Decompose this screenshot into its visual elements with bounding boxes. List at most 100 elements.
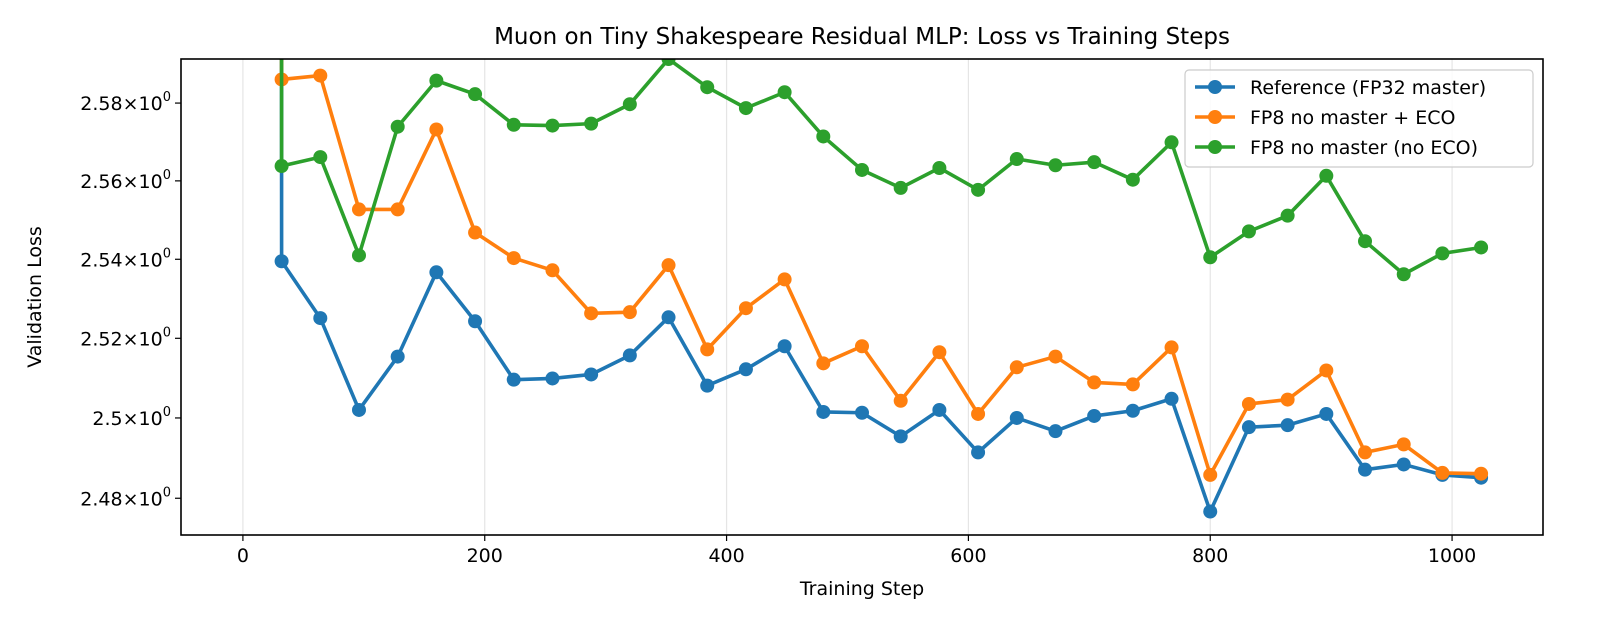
data-point — [932, 402, 947, 417]
data-point — [816, 404, 831, 419]
x-tick-label: 400 — [708, 545, 744, 567]
y-tick-times: × — [123, 171, 139, 193]
y-tick-base: 10 — [139, 488, 163, 510]
data-point — [1164, 135, 1179, 150]
data-point — [1319, 406, 1334, 421]
data-point — [351, 402, 366, 417]
x-axis-label: Training Step — [799, 578, 924, 600]
data-point — [1048, 424, 1063, 439]
data-point — [971, 445, 986, 460]
data-point — [777, 272, 792, 287]
data-point — [468, 87, 483, 102]
data-point — [1087, 375, 1102, 390]
data-point — [584, 306, 599, 321]
data-point — [855, 162, 869, 177]
y-tick-label: 2.5×100 — [92, 405, 171, 430]
data-point — [971, 182, 986, 197]
data-point — [313, 311, 328, 326]
data-point — [429, 265, 444, 280]
y-tick-mantissa: 2.52 — [80, 328, 122, 350]
y-axis-label: Validation Loss — [24, 226, 46, 368]
data-point — [545, 263, 560, 278]
data-point — [855, 405, 869, 420]
y-tick-label: 2.56×100 — [80, 168, 171, 193]
y-tick-label: 2.52×100 — [80, 325, 171, 350]
data-point — [1125, 377, 1140, 392]
data-point — [313, 150, 328, 165]
data-point — [1474, 240, 1489, 255]
data-point — [1241, 420, 1256, 435]
data-point — [738, 101, 753, 116]
y-tick-base: 10 — [139, 328, 163, 350]
data-point — [1396, 457, 1411, 472]
data-point — [971, 406, 986, 421]
data-point — [1048, 349, 1063, 364]
data-point — [700, 342, 715, 357]
data-point — [584, 116, 599, 131]
data-point — [777, 339, 792, 354]
data-point — [468, 314, 483, 329]
y-tick-base: 10 — [139, 93, 163, 115]
data-point — [1435, 465, 1450, 480]
y-tick-mantissa: 2.54 — [80, 249, 122, 271]
data-point — [1474, 466, 1489, 481]
y-tick-mantissa: 2.5 — [92, 408, 122, 430]
data-point — [1203, 250, 1218, 265]
data-point — [855, 339, 869, 354]
data-point — [1319, 168, 1334, 183]
data-point — [622, 97, 637, 112]
data-point — [468, 225, 483, 240]
legend-swatch-marker — [1208, 80, 1222, 94]
x-tick-label: 1000 — [1428, 545, 1476, 567]
series-3 — [274, 59, 1489, 282]
data-point — [506, 251, 521, 266]
data-point — [429, 73, 444, 88]
legend-swatch-marker — [1208, 110, 1222, 124]
plot-frame — [180, 58, 1544, 536]
data-point — [1280, 208, 1295, 223]
data-point — [313, 68, 328, 83]
y-tick-times: × — [123, 408, 139, 430]
y-tick-times: × — [123, 488, 139, 510]
data-point — [893, 393, 908, 408]
data-point — [1241, 396, 1256, 411]
data-point — [700, 80, 715, 95]
data-point — [1087, 408, 1102, 423]
data-point — [1164, 391, 1179, 406]
data-point — [661, 310, 676, 325]
data-point — [932, 345, 947, 360]
y-tick-exponent: 0 — [163, 325, 171, 340]
data-point — [738, 362, 753, 377]
data-point — [351, 202, 366, 217]
data-point — [816, 356, 831, 371]
y-tick-exponent: 0 — [163, 485, 171, 500]
data-point — [1280, 418, 1295, 433]
series-2 — [274, 59, 1489, 482]
data-point — [1009, 410, 1024, 425]
y-tick-label: 2.48×100 — [80, 485, 171, 510]
data-point — [1048, 158, 1063, 173]
x-tick-label: 0 — [237, 545, 249, 567]
data-point — [1319, 363, 1334, 378]
data-point — [661, 59, 676, 66]
data-point — [545, 371, 560, 386]
series-1 — [274, 59, 1489, 519]
data-point — [738, 301, 753, 316]
data-point — [1009, 152, 1024, 167]
data-point — [622, 348, 637, 363]
data-point — [1358, 445, 1373, 460]
data-point — [1203, 504, 1218, 519]
data-point — [1241, 224, 1256, 239]
data-point — [1435, 246, 1450, 261]
data-point — [429, 122, 444, 137]
data-point — [1358, 462, 1373, 477]
y-tick-exponent: 0 — [163, 90, 171, 105]
data-point — [1125, 403, 1140, 418]
y-tick-exponent: 0 — [163, 168, 171, 183]
data-point — [816, 129, 831, 144]
data-point — [1125, 172, 1140, 187]
y-tick-times: × — [123, 93, 139, 115]
data-point — [777, 85, 792, 100]
